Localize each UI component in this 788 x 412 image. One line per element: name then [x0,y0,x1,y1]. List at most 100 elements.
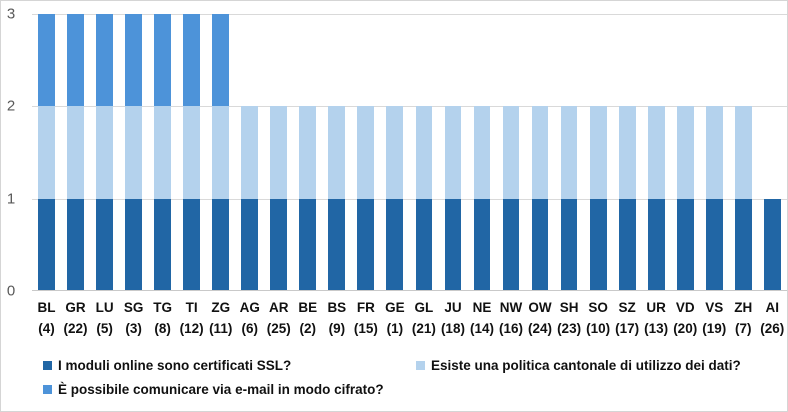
bar-column-AI [758,14,787,291]
bar-stack [647,14,665,291]
bar-segment-LU-series0 [96,198,113,291]
plot-area [32,14,787,291]
bar-column-GR [61,14,90,291]
canton-rank: (5) [96,321,113,336]
bar-stack [328,14,346,291]
legend-label: I moduli online sono certificati SSL? [58,358,292,373]
bar-column-AG [235,14,264,291]
canton-code: AG [239,300,260,315]
bar-column-TI [177,14,206,291]
bar-segment-BE-series1 [299,106,317,199]
canton-code: VD [675,300,695,315]
legend-label: Esiste una politica cantonale di utilizz… [431,358,741,373]
bar-segment-FR-series0 [357,198,375,291]
bar-segment-GE-series1 [386,106,404,199]
bar-segment-SO-series1 [589,106,607,199]
bar-segment-AR-series0 [270,198,288,291]
bar-column-SH [555,14,584,291]
bar-stack [531,14,549,291]
bar-stack [270,14,288,291]
bar-segment-ZH-series0 [734,198,752,291]
bar-segment-UR-series1 [647,106,665,199]
y-tick-label-2: 2 [6,97,16,115]
bar-segment-GE-series0 [386,198,404,291]
bar-stack [67,14,84,291]
bar-stack [212,14,230,291]
canton-code: TG [153,300,173,315]
bar-segment-SG-series0 [125,198,143,291]
canton-rank: (14) [469,321,494,336]
x-tick-label-VD: VD (20) [671,297,700,339]
bar-segment-NE-series0 [473,198,491,291]
canton-code: LU [95,300,114,315]
y-tick-label-0: 0 [6,282,16,300]
bar-stack [473,14,491,291]
canton-rank: (17) [615,321,640,336]
bar-segment-BL-series2 [38,14,55,107]
bar-stack [560,14,578,291]
bar-stack [38,14,55,291]
x-tick-label-NW: NW (16) [497,297,526,339]
bar-segment-BE-series0 [299,198,317,291]
canton-rank: (24) [528,321,553,336]
bar-stack [386,14,404,291]
x-tick-label-FR: FR (15) [351,297,380,339]
canton-rank: (22) [63,321,88,336]
bar-stack [589,14,607,291]
canton-code: AR [269,300,289,315]
bar-segment-GL-series0 [415,198,433,291]
x-tick-label-AG: AG (6) [235,297,264,339]
bar-segment-GL-series1 [415,106,433,199]
bar-segment-GR-series1 [67,106,84,199]
bar-stack [241,14,259,291]
canton-rank: (13) [644,321,669,336]
bar-segment-TI-series1 [183,106,201,199]
bar-segment-UR-series0 [647,198,665,291]
bar-stack [444,14,462,291]
bar-column-ZG [206,14,235,291]
bar-column-SZ [613,14,642,291]
bar-segment-NW-series1 [502,106,520,199]
canton-rank: (10) [586,321,611,336]
bar-segment-OW-series0 [531,198,549,291]
canton-code: JU [444,300,462,315]
x-tick-label-SZ: SZ (17) [613,297,642,339]
x-tick-label-GL: GL (21) [409,297,438,339]
bar-column-GL [409,14,438,291]
bar-stack [183,14,201,291]
bar-segment-AG-series0 [241,198,259,291]
x-tick-label-NE: NE (14) [467,297,496,339]
bar-segment-VS-series1 [705,106,723,199]
bar-segment-VD-series1 [676,106,694,199]
legend-item-series1: Esiste una politica cantonale di utilizz… [416,358,787,373]
bar-segment-SZ-series1 [618,106,636,199]
bar-segment-SG-series2 [125,14,143,107]
bar-stack [415,14,433,291]
bar-segment-SH-series1 [560,106,578,199]
canton-rank: (20) [673,321,698,336]
x-tick-label-TI: TI (12) [177,297,206,339]
gridline-y-1 [32,198,787,200]
canton-code: BL [37,300,56,315]
canton-code: OW [528,300,552,315]
legend-swatch-icon [43,385,52,394]
gridline-y-2 [32,106,787,108]
canton-rank: (4) [38,321,55,336]
x-tick-label-BE: BE (2) [293,297,322,339]
bar-segment-NW-series0 [502,198,520,291]
bar-segment-VS-series0 [705,198,723,291]
x-tick-label-UR: UR (13) [642,297,671,339]
bar-segment-AR-series1 [270,106,288,199]
canton-rank: (2) [299,321,317,336]
bars-container [32,14,787,291]
bar-segment-AI-series0 [763,198,781,291]
bar-column-OW [526,14,555,291]
bar-stack [96,14,113,291]
x-tick-label-JU: JU (18) [438,297,467,339]
bar-column-FR [351,14,380,291]
bar-segment-GR-series0 [67,198,84,291]
x-tick-label-SO: SO (10) [584,297,613,339]
canton-code: ZG [211,300,231,315]
bar-column-UR [642,14,671,291]
